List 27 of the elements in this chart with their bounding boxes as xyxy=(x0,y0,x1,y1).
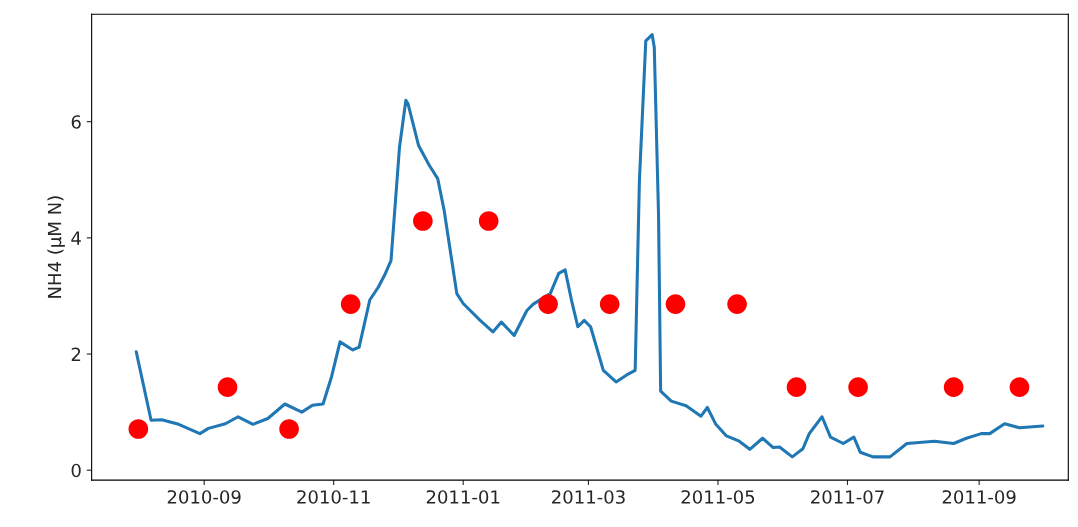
point xyxy=(727,294,747,314)
point xyxy=(599,294,620,314)
y-axis-title: NH4 (μM N) xyxy=(47,196,65,298)
point xyxy=(786,377,807,397)
point xyxy=(279,419,299,439)
point xyxy=(665,294,686,314)
point xyxy=(217,377,238,397)
point xyxy=(340,294,361,314)
x-tick-label: 2011-07 xyxy=(811,490,884,504)
y-tick-label: 6 xyxy=(71,115,81,129)
point xyxy=(943,377,964,397)
point xyxy=(413,211,433,231)
x-tick-label: 2011-03 xyxy=(552,490,625,504)
x-tick-label: 2010-09 xyxy=(167,490,241,504)
point xyxy=(848,377,868,397)
x-tick-label: 2010-11 xyxy=(297,490,370,504)
x-tick-label: 2011-05 xyxy=(681,490,755,504)
point xyxy=(1009,377,1030,397)
y-tick-label: 4 xyxy=(71,231,81,245)
y-tick-label: 2 xyxy=(71,347,81,361)
point xyxy=(128,419,149,439)
line-series xyxy=(134,33,1045,459)
point xyxy=(478,211,499,231)
point xyxy=(538,294,558,314)
y-tick-label: 0 xyxy=(71,463,81,478)
x-tick-label: 2011-09 xyxy=(942,490,1016,504)
x-tick-label: 2011-01 xyxy=(426,490,500,504)
